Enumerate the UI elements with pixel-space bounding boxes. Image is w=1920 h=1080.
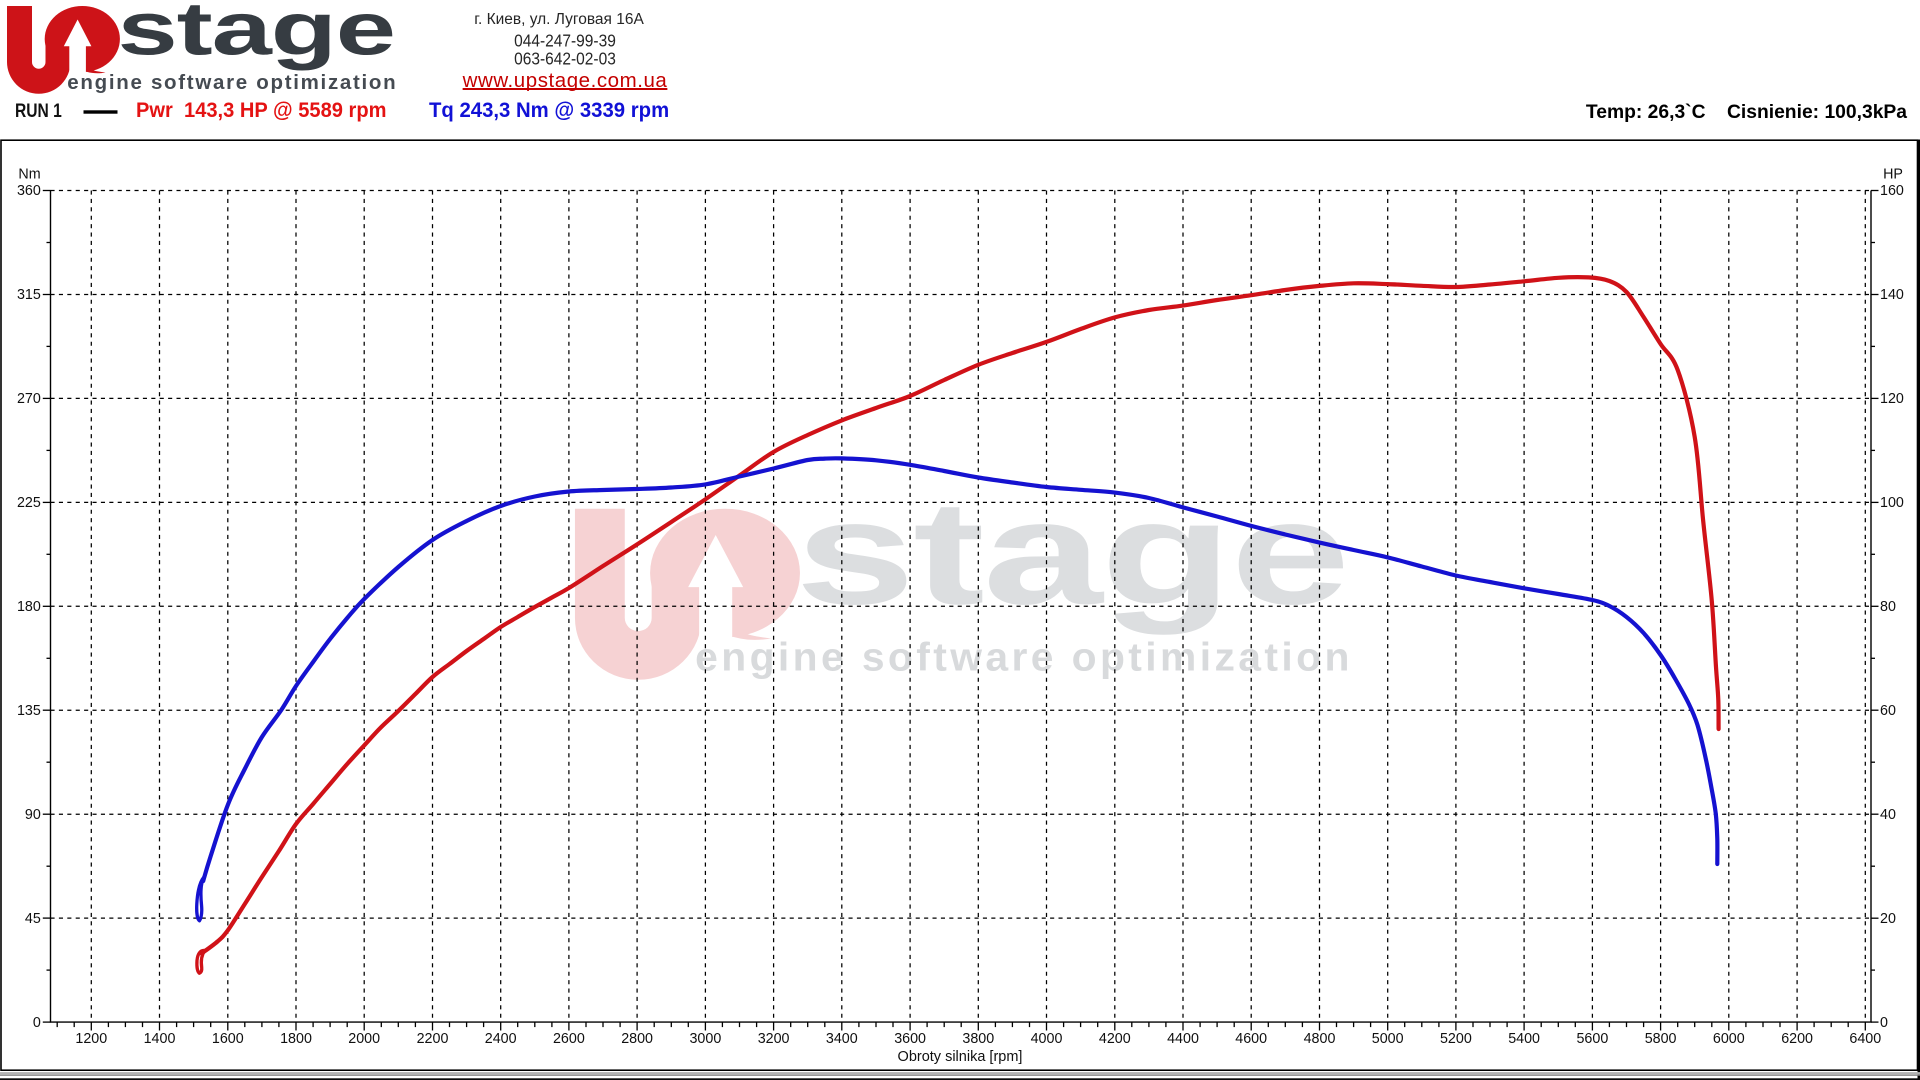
svg-text:40: 40 — [1880, 807, 1896, 823]
svg-text:80: 80 — [1880, 599, 1896, 615]
svg-text:60: 60 — [1880, 703, 1896, 719]
svg-text:6200: 6200 — [1781, 1031, 1813, 1047]
svg-text:2600: 2600 — [553, 1031, 585, 1047]
svg-text:4800: 4800 — [1304, 1031, 1336, 1047]
svg-text:4600: 4600 — [1235, 1031, 1267, 1047]
svg-text:45: 45 — [25, 911, 41, 927]
svg-text:Obroty silnika [rpm]: Obroty silnika [rpm] — [898, 1049, 1023, 1065]
svg-text:2200: 2200 — [417, 1031, 449, 1047]
svg-text:20: 20 — [1880, 911, 1896, 927]
svg-text:0: 0 — [1880, 1015, 1888, 1031]
svg-text:4400: 4400 — [1167, 1031, 1199, 1047]
svg-text:Nm: Nm — [18, 166, 40, 182]
svg-text:315: 315 — [17, 287, 41, 303]
svg-text:3000: 3000 — [689, 1031, 721, 1047]
svg-text:120: 120 — [1880, 391, 1904, 407]
svg-text:135: 135 — [17, 703, 41, 719]
svg-text:270: 270 — [17, 391, 41, 407]
svg-text:4200: 4200 — [1099, 1031, 1131, 1047]
svg-text:6000: 6000 — [1713, 1031, 1745, 1047]
svg-text:HP: HP — [1883, 166, 1903, 182]
svg-text:3800: 3800 — [962, 1031, 994, 1047]
svg-text:1400: 1400 — [144, 1031, 176, 1047]
svg-text:3400: 3400 — [826, 1031, 858, 1047]
svg-text:0: 0 — [33, 1015, 41, 1031]
svg-text:2800: 2800 — [621, 1031, 653, 1047]
svg-text:3200: 3200 — [758, 1031, 790, 1047]
svg-text:2400: 2400 — [485, 1031, 517, 1047]
svg-text:100: 100 — [1880, 495, 1904, 511]
svg-text:5600: 5600 — [1576, 1031, 1608, 1047]
svg-text:180: 180 — [17, 599, 41, 615]
svg-text:5200: 5200 — [1440, 1031, 1472, 1047]
svg-text:1600: 1600 — [212, 1031, 244, 1047]
svg-text:1800: 1800 — [280, 1031, 312, 1047]
svg-text:140: 140 — [1880, 287, 1904, 303]
svg-text:3600: 3600 — [894, 1031, 926, 1047]
svg-text:1200: 1200 — [75, 1031, 107, 1047]
svg-text:160: 160 — [1880, 183, 1904, 199]
svg-text:6400: 6400 — [1849, 1031, 1881, 1047]
svg-text:5000: 5000 — [1372, 1031, 1404, 1047]
svg-text:90: 90 — [25, 807, 41, 823]
svg-text:2000: 2000 — [348, 1031, 380, 1047]
svg-text:225: 225 — [17, 495, 41, 511]
svg-text:5800: 5800 — [1645, 1031, 1677, 1047]
svg-text:360: 360 — [17, 183, 41, 199]
svg-text:4000: 4000 — [1031, 1031, 1063, 1047]
svg-text:5400: 5400 — [1508, 1031, 1540, 1047]
